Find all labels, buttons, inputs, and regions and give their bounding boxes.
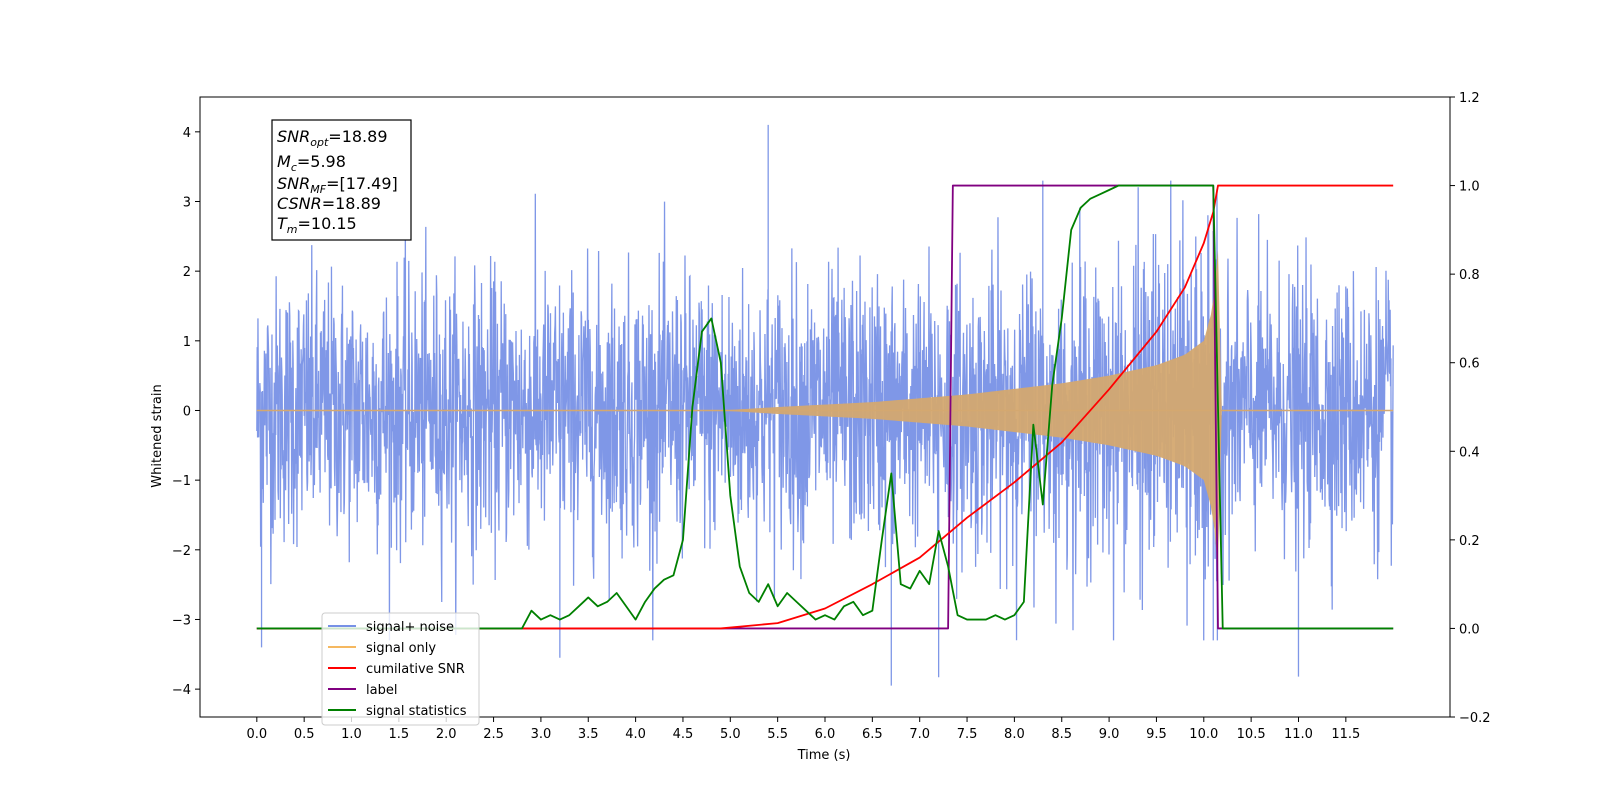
legend-label: signal statistics (366, 704, 467, 719)
y2-tick-label: 1.0 (1459, 180, 1480, 195)
legend-label: signal+ noise (366, 620, 454, 635)
y2-tick-label: 0.2 (1459, 534, 1480, 549)
legend: signal+ noise signal only cumilative SNR… (321, 612, 480, 726)
series-signal-statistics (256, 184, 1394, 630)
x-tick-label: 4.0 (625, 727, 646, 742)
x-tick-label: 3.0 (531, 727, 552, 742)
series-signal-only (720, 250, 1222, 571)
plot-area (256, 124, 1394, 686)
annotation-symbol: T (277, 214, 288, 233)
legend-item: label (328, 683, 397, 698)
legend-frame (321, 612, 480, 726)
y2-tick-label: 0.0 (1459, 622, 1480, 637)
x-tick-label: 4.5 (673, 727, 694, 742)
annotation-subscript: opt (310, 136, 329, 149)
x-tick-label: 11.0 (1284, 727, 1313, 742)
x-tick-label: 0.5 (294, 727, 315, 742)
series-signal-noise (256, 124, 1394, 686)
y-tick-label: −4 (172, 683, 191, 698)
y-tick-label: −2 (172, 544, 191, 559)
annotation-symbol: M (277, 152, 291, 171)
x-tick-label: 2.5 (483, 727, 504, 742)
annotation-value: =18.89 (328, 127, 387, 146)
x-tick-label: 5.5 (767, 727, 788, 742)
legend-item: cumilative SNR (328, 662, 465, 677)
y-tick-label: 0 (183, 404, 191, 419)
x-tick-label: 2.0 (436, 727, 457, 742)
legend-item: signal+ noise (328, 620, 454, 635)
annotation-subscript: m (287, 223, 298, 236)
x-axis: 0.0 0.5 1.0 1.5 2.0 2.5 3.0 3.5 4.0 4.5 5.0 5.5 6.0 6… (246, 717, 1360, 742)
x-tick-label: 11.5 (1331, 727, 1360, 742)
y2-tick-label: 1.2 (1459, 91, 1480, 106)
y-tick-label: 4 (183, 126, 191, 141)
x-tick-label: 0.0 (246, 727, 267, 742)
y2-tick-label: −0.2 (1459, 711, 1491, 726)
annotation-value: =[17.49] (326, 174, 398, 193)
x-tick-label: 6.5 (862, 727, 883, 742)
annotation-line: SNRopt=18.89 (277, 127, 388, 149)
x-tick-label: 6.0 (815, 727, 836, 742)
x-tick-label: 8.0 (1004, 727, 1025, 742)
annotation-box: SNRopt=18.89 Mc=5.98 SNRMF=[17.49] CSNR=… (271, 119, 412, 241)
legend-label: cumilative SNR (366, 662, 465, 677)
x-tick-label: 9.5 (1146, 727, 1167, 742)
annotation-value: =18.89 (322, 194, 381, 213)
y-axis-left: 4 3 2 1 0 −1 −2 −3 −4 (172, 126, 200, 698)
annotation-line: Tm=10.15 (277, 214, 357, 236)
y-tick-label: 1 (183, 335, 191, 350)
x-axis-label: Time (s) (797, 748, 851, 763)
annotation-frame (271, 119, 412, 241)
x-tick-label: 10.0 (1189, 727, 1218, 742)
annotation-value: =5.98 (297, 152, 346, 171)
annotation-subscript: MF (310, 183, 326, 196)
legend-label: signal only (366, 641, 436, 656)
x-tick-label: 9.0 (1099, 727, 1120, 742)
x-tick-label: 5.0 (720, 727, 741, 742)
annotation-subscript: c (291, 161, 297, 174)
y-axis-label: Whitened strain (150, 384, 165, 487)
y2-tick-label: 0.8 (1459, 268, 1480, 283)
y-tick-label: 2 (183, 265, 191, 280)
legend-item: signal statistics (328, 704, 467, 719)
y-tick-label: 3 (183, 195, 191, 210)
x-tick-label: 1.5 (389, 727, 410, 742)
legend-item: signal only (328, 641, 436, 656)
y2-tick-label: 0.4 (1459, 445, 1480, 460)
annotation-symbol: SNR (277, 174, 310, 193)
y-axis-right: 1.2 1.0 0.8 0.6 0.4 0.2 0.0 −0.2 (1450, 91, 1491, 726)
annotation-line: SNRMF=[17.49] (277, 174, 398, 196)
y-tick-label: −3 (172, 613, 191, 628)
legend-label: label (366, 683, 397, 698)
annotation-line: CSNR=18.89 (277, 194, 381, 213)
annotation-value: =10.15 (298, 214, 357, 233)
x-tick-label: 1.0 (341, 727, 362, 742)
annotation-symbol: CSNR (277, 194, 322, 213)
x-tick-label: 7.0 (909, 727, 930, 742)
x-tick-label: 7.5 (957, 727, 978, 742)
x-tick-label: 3.5 (578, 727, 599, 742)
x-tick-label: 10.5 (1237, 727, 1266, 742)
y2-tick-label: 0.6 (1459, 357, 1480, 372)
annotation-symbol: SNR (277, 127, 310, 146)
y-tick-label: −1 (172, 474, 191, 489)
x-tick-label: 8.5 (1051, 727, 1072, 742)
annotation-line: Mc=5.98 (277, 152, 346, 174)
